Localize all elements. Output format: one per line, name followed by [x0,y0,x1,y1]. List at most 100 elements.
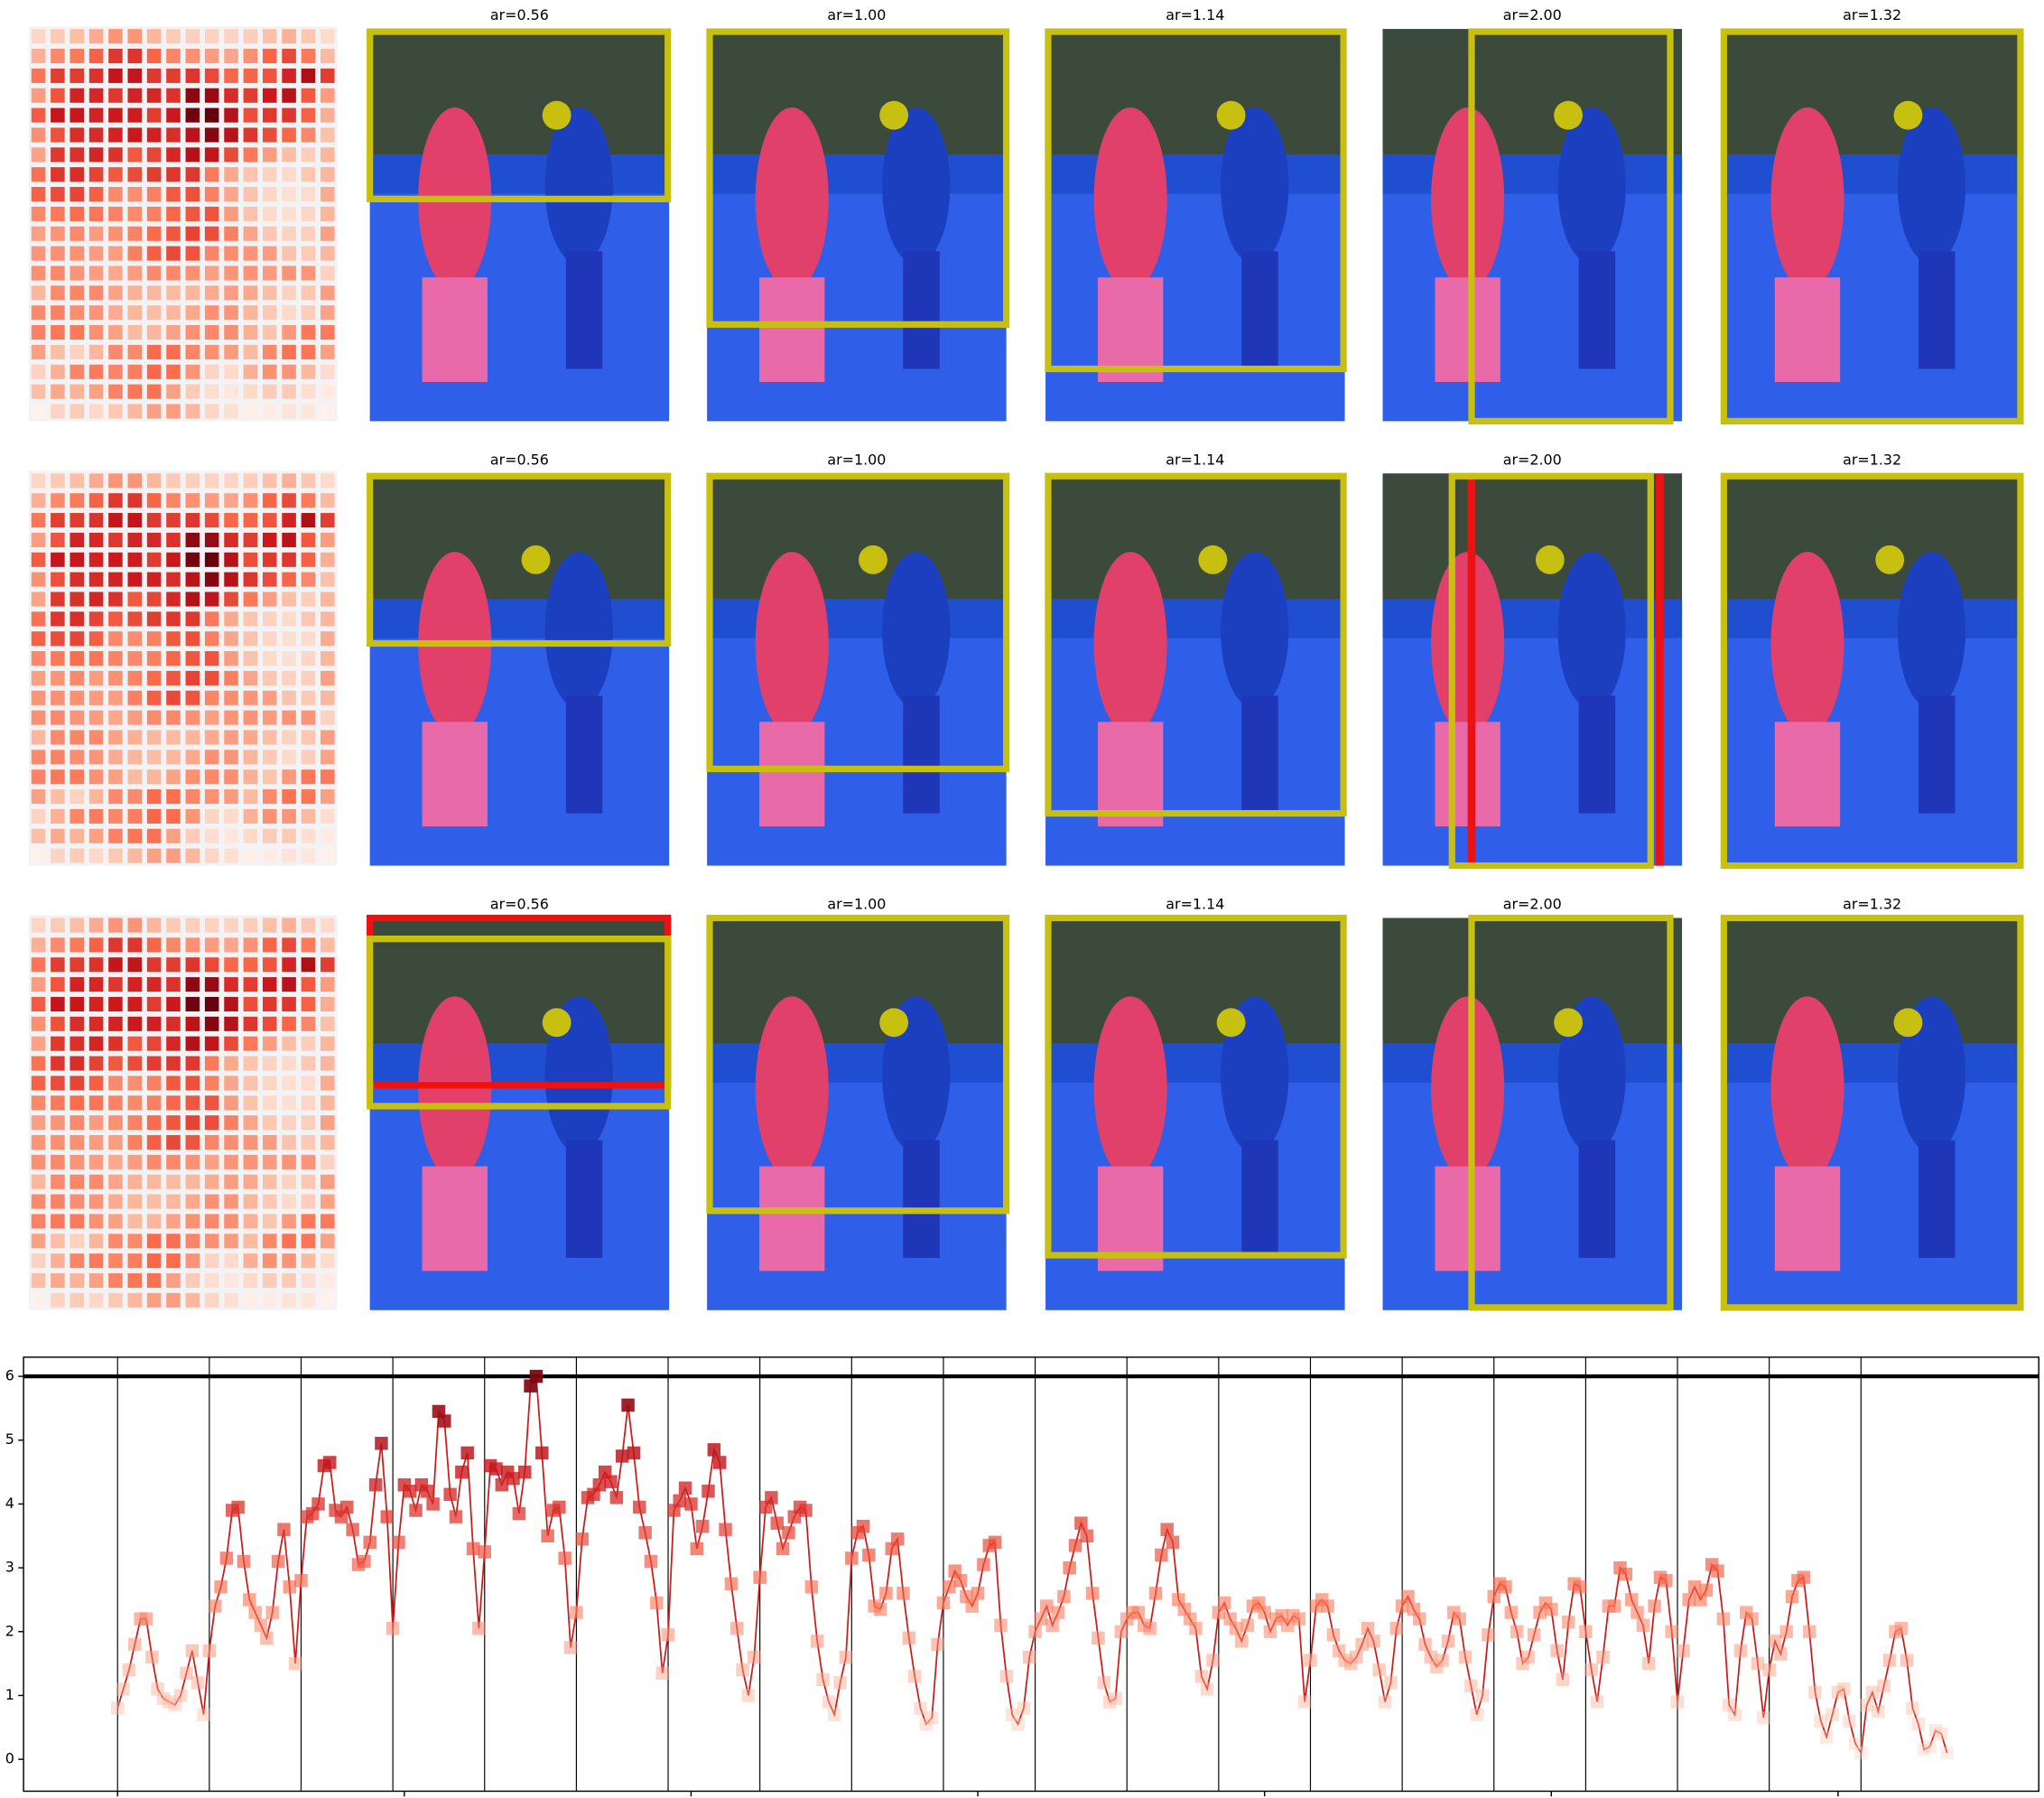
heatmap-cell [108,977,123,992]
heatmap-cell [51,670,65,685]
heatmap-cell [88,344,104,359]
player-blue-legs [903,695,940,814]
heatmap-cell [31,828,46,843]
yellow-dot [1554,100,1584,130]
heatmap-cell [282,266,296,281]
heatmap-cell [262,384,277,399]
heatmap-cell [204,769,219,785]
marker [1596,1650,1610,1664]
marker [1040,1599,1054,1613]
heatmap-cell [262,364,277,379]
heatmap-cell [108,1056,123,1071]
heatmap-cell [282,808,296,824]
heatmap-cell [321,918,335,933]
heatmap-cell [166,68,181,83]
marker [438,1414,451,1428]
heatmap-cell [146,1214,162,1229]
heatmap-cell [146,285,162,301]
heatmap-cell [108,1214,123,1229]
heatmap-cell [146,147,162,163]
heatmap-cell [224,364,238,379]
player-red [755,996,829,1180]
heatmap-cell [108,1174,123,1189]
marker [1636,1618,1650,1632]
heatmap-cell [127,167,143,182]
heatmap-cell [243,1154,258,1169]
heatmap-cell [88,107,104,123]
heatmap-cell [321,1253,335,1269]
heatmap-cell [51,631,65,647]
marker [873,1602,887,1616]
heatmap-cell [321,808,335,824]
heatmap-cell [88,957,104,973]
heatmap-cell [301,1016,316,1031]
marker [1774,1647,1788,1661]
heatmap-cell [262,977,277,992]
marker [1757,1710,1770,1725]
heatmap-cell [88,1272,104,1289]
marker [358,1554,371,1569]
heatmap-cell [321,651,335,666]
heatmap-cell [262,750,277,765]
heatmap-cell [204,246,219,261]
heatmap-cell [31,937,46,953]
heatmap-cell [31,996,46,1011]
heatmap-cell [51,167,65,182]
heatmap-cell [185,127,200,143]
heatmap-cell [146,572,162,587]
marker [570,1606,583,1619]
heatmap-cell [146,344,162,359]
yellow-box [1720,472,2024,870]
heatmap-cell [243,187,258,202]
heatmap-cell [204,1076,219,1091]
heatmap-cell [31,167,46,182]
heatmap-cell [243,305,258,321]
heatmap-cell [224,1095,238,1111]
heatmap-cell [31,473,46,489]
heatmap-cell [70,344,85,359]
heatmap-cell [166,1272,181,1289]
heatmap-cell [31,147,46,163]
heatmap-cell [108,404,123,419]
heatmap-cell [88,1253,104,1269]
photo-barrier [1382,1043,1683,1083]
heatmap-cell [146,305,162,321]
heatmap-cell [224,730,238,745]
heatmap-cell [88,750,104,765]
marker [1882,1654,1897,1667]
heatmap-cell [88,493,104,508]
heatmap-cell [51,1234,65,1249]
heatmap-cell [282,690,296,705]
heatmap-cell [262,592,277,607]
marker [1435,1654,1449,1667]
heatmap-cell [31,1134,46,1150]
heatmap-cell [166,848,181,863]
marker [695,1519,710,1533]
photo-barrier [707,154,1007,194]
heatmap-cell [88,285,104,301]
heatmap-cell [185,344,200,359]
player-red-legs [1774,722,1841,827]
heatmap-cell [262,266,277,281]
heatmap-cell [185,670,200,685]
heatmap-cell [321,513,335,528]
marker [1510,1625,1524,1639]
heatmap-cell [31,513,46,528]
heatmap-cell [243,404,258,419]
heatmap-cell [262,918,277,933]
heatmap-cell [51,848,65,863]
heatmap-cell [282,285,296,301]
heatmap-cell [88,206,104,221]
heatmap-cell [31,305,46,321]
heatmap-cell [282,572,296,587]
heatmap-cell [185,631,200,647]
heatmap-cell [243,1174,258,1189]
heatmap-cell [108,750,123,765]
heatmap-cell [282,592,296,607]
marker [730,1622,744,1635]
heatmap-cell [282,1016,296,1031]
heatmap-cell [127,552,143,567]
marker [1092,1631,1105,1645]
marker [294,1573,308,1588]
y-tick-label: 1 [5,1686,14,1703]
